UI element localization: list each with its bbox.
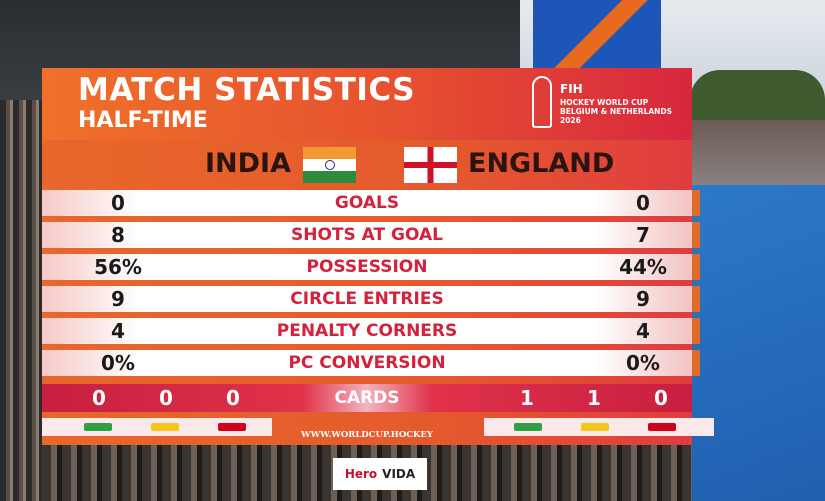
stat-row: 56% POSSESSION 44% <box>42 254 700 280</box>
away-cards: 1 <box>520 386 534 410</box>
row-label: SHOTS AT GOAL <box>291 225 443 245</box>
panel-header: MATCH STATISTICS HALF-TIME FIH HOCKEY WO… <box>42 68 692 140</box>
banner <box>533 0 661 70</box>
row-label: CIRCLE ENTRIES <box>290 289 444 309</box>
url: WWW.WORLDCUP.HOCKEY <box>301 430 433 440</box>
stand <box>690 120 825 190</box>
stats-panel: MATCH STATISTICS HALF-TIME FIH HOCKEY WO… <box>42 68 714 445</box>
away-value: 0% <box>626 351 660 375</box>
title: MATCH STATISTICS <box>78 72 416 108</box>
away-cards: 0 <box>654 386 668 410</box>
home-cards: 0 <box>92 386 106 410</box>
logo: FIH HOCKEY WORLD CUP BELGIUM & NETHERLAN… <box>528 74 688 134</box>
away-cards: 1 <box>587 386 601 410</box>
row-label: POSSESSION <box>306 257 428 277</box>
row-edge <box>692 254 700 280</box>
cards-row: CARDS 0 0 0 1 1 0 <box>42 384 692 412</box>
row-label: PENALTY CORNERS <box>276 321 458 341</box>
stat-row: 8 SHOTS AT GOAL 7 <box>42 222 700 248</box>
row-edge <box>692 190 700 216</box>
row-edge <box>692 222 700 248</box>
home-cards: 0 <box>159 386 173 410</box>
logo-event: HOCKEY WORLD CUP <box>560 98 649 107</box>
home-value: 4 <box>111 319 125 343</box>
home-team: INDIA <box>205 148 291 179</box>
stat-row: 0 GOALS 0 <box>42 190 700 216</box>
home-value: 0 <box>111 191 125 215</box>
away-value: 0 <box>636 191 650 215</box>
logo-year: 2026 <box>560 116 581 125</box>
logo-hosts: BELGIUM & NETHERLANDS <box>560 107 673 116</box>
sponsor-name: Hero <box>344 467 378 481</box>
home-value: 0% <box>101 351 135 375</box>
away-value: 4 <box>636 319 650 343</box>
logo-brand: FIH <box>560 82 583 96</box>
red-card <box>648 423 676 431</box>
flag <box>404 147 457 183</box>
yellow-card <box>581 423 609 431</box>
sponsor: Hero VIDA <box>333 458 427 490</box>
away-value: 44% <box>619 255 667 279</box>
home-value: 9 <box>111 287 125 311</box>
flag <box>303 147 356 183</box>
card-legend <box>484 418 714 436</box>
row-edge <box>692 286 700 312</box>
sponsor-name: VIDA <box>382 467 416 481</box>
crowd <box>0 100 50 501</box>
home-value: 8 <box>111 223 125 247</box>
yellow-card <box>151 423 179 431</box>
green-card <box>84 423 112 431</box>
away-value: 9 <box>636 287 650 311</box>
home-cards: 0 <box>226 386 240 410</box>
row-label: GOALS <box>334 193 400 213</box>
pitch <box>690 185 825 501</box>
row-label: CARDS <box>334 388 400 408</box>
trophy-icon <box>532 76 552 128</box>
row-edge <box>692 318 700 344</box>
stat-row: 0% PC CONVERSION 0% <box>42 350 700 376</box>
green-card <box>514 423 542 431</box>
red-card <box>218 423 246 431</box>
home-value: 56% <box>94 255 142 279</box>
stat-row: 9 CIRCLE ENTRIES 9 <box>42 286 700 312</box>
away-value: 7 <box>636 223 650 247</box>
stat-row: 4 PENALTY CORNERS 4 <box>42 318 700 344</box>
row-edge <box>692 350 700 376</box>
card-legend <box>42 418 272 436</box>
away-team: ENGLAND <box>468 148 615 179</box>
subtitle: HALF-TIME <box>78 108 208 133</box>
row-label: PC CONVERSION <box>288 353 446 373</box>
